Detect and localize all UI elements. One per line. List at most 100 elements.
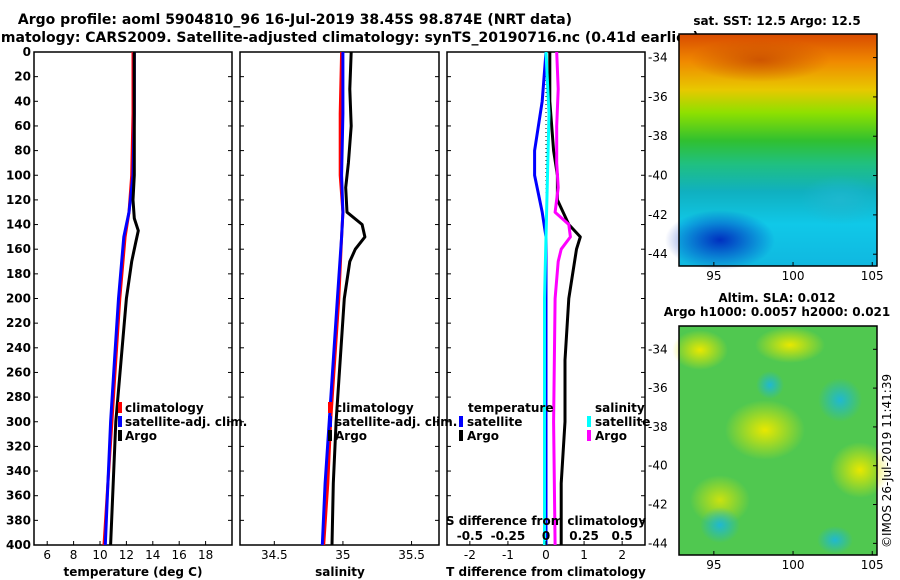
depth-tick-label: 40: [14, 94, 31, 108]
depth-tick-label: 160: [6, 242, 31, 256]
map-y-tick-label: -44: [648, 536, 668, 550]
sla-map-title-2: Argo h1000: 0.0057 h2000: 0.021: [664, 305, 891, 319]
depth-tick-label: 380: [6, 513, 31, 527]
legend-swatch-argo: [118, 430, 122, 441]
depth-tick-label: 120: [6, 193, 31, 207]
s-diff-tick-label: 0.25: [569, 529, 599, 543]
sla-low-patch: [818, 378, 862, 422]
legend-swatch-satellite: [328, 416, 332, 427]
map-y-tick-label: -36: [648, 90, 668, 104]
title-line-1: Argo profile: aoml 5904810_96 16-Jul-201…: [18, 12, 572, 28]
map-y-tick-label: -44: [648, 247, 668, 261]
x-tick-label: 10: [92, 548, 107, 562]
x-tick-label: 16: [172, 548, 187, 562]
x-tick-label: 6: [43, 548, 51, 562]
depth-tick-label: 60: [14, 119, 31, 133]
depth-tick-label: 340: [6, 464, 31, 478]
s-diff-tick-label: 0: [542, 529, 550, 543]
difference-plot: [533, 52, 582, 545]
map-x-tick-label: 100: [782, 558, 805, 572]
series-line-satellite-adj-clim-: [103, 52, 136, 545]
series-line-s-argo: [552, 52, 572, 545]
sla-map: [672, 325, 890, 556]
x-tick-label: -1: [502, 548, 514, 562]
map-x-tick-label: 95: [706, 269, 721, 283]
title-line-2: Climatology: CARS2009. Satellite-adjuste…: [0, 30, 699, 46]
map-x-tick-label: 95: [706, 558, 721, 572]
x-tick-label: 35.5: [398, 548, 425, 562]
legend-swatch-s-argo: [587, 430, 591, 441]
depth-tick-label: 400: [6, 538, 31, 552]
depth-tick-label: 140: [6, 218, 31, 232]
depth-axis: 0 20 40 60 80 100 120 140 160 180 200 220 240 260 280 3…: [6, 45, 31, 552]
legend-swatch-argo: [328, 430, 332, 441]
depth-tick-label: 300: [6, 415, 31, 429]
legend-title-temperature: temperature: [468, 401, 553, 415]
legend-label-climatology: climatology: [335, 401, 414, 415]
depth-tick-label: 220: [6, 316, 31, 330]
legend-swatch-climatology: [118, 402, 122, 413]
legend-label-satellite: satellite-adj. clim.: [335, 415, 457, 429]
x-tick-label: 14: [145, 548, 160, 562]
x-tick-label: 35: [335, 548, 350, 562]
sla-high-patch: [690, 475, 750, 525]
salinity-legend: climatology satellite-adj. clim. Argo: [328, 401, 457, 443]
legend-label-s-argo: Argo: [595, 429, 627, 443]
legend-label-t-argo: Argo: [467, 429, 499, 443]
difference-legend-salinity: salinity satellite Argo: [587, 401, 650, 443]
temperature-xlabel: temperature (deg C): [64, 565, 203, 579]
difference-xlabel-top: S difference from climatology: [446, 514, 646, 528]
legend-swatch-satellite: [118, 416, 122, 427]
series-line-s-satellite: [543, 52, 551, 545]
series-line-satellite-adj-clim-: [320, 52, 345, 545]
x-tick-label: 34.5: [261, 548, 288, 562]
legend-label-argo: Argo: [335, 429, 367, 443]
s-diff-tick-label: 0.5: [612, 529, 633, 543]
x-tick-label: 0: [542, 548, 550, 562]
sla-low-patch: [817, 526, 853, 554]
depth-tick-label: 20: [14, 70, 31, 84]
sst-warm-patch: [690, 38, 830, 82]
s-diff-tick-label: -0.5: [457, 529, 483, 543]
depth-tick-label: 200: [6, 292, 31, 306]
sst-map: [665, 33, 880, 270]
sla-map-title-1: Altim. SLA: 0.012: [718, 291, 835, 305]
x-tick-label: 18: [198, 548, 213, 562]
depth-tick-label: 0: [23, 45, 31, 59]
sla-high-patch: [830, 442, 890, 498]
map-y-tick-label: -38: [648, 129, 668, 143]
x-tick-label: 8: [70, 548, 78, 562]
salinity-xlabel: salinity: [315, 565, 365, 579]
sla-low-patch: [700, 507, 740, 543]
series-line-argo: [109, 52, 140, 545]
map-x-tick-label: 105: [861, 558, 884, 572]
depth-tick-label: 360: [6, 489, 31, 503]
salinity-plot: [320, 52, 367, 545]
x-tick-label: 2: [618, 548, 626, 562]
sst-cold-patch: [665, 210, 775, 270]
sst-map-title: sat. SST: 12.5 Argo: 12.5: [693, 14, 860, 28]
x-tick-label: 12: [119, 548, 134, 562]
sla-map-frame: [678, 325, 878, 556]
legend-label-argo: Argo: [125, 429, 157, 443]
legend-title-salinity: salinity: [595, 401, 645, 415]
sst-cool-patch: [800, 175, 880, 225]
sla-high-patch: [725, 400, 805, 460]
sst-map-frame: [678, 33, 878, 267]
temperature-plot: [102, 52, 140, 545]
series-line-t-argo: [548, 52, 582, 545]
legend-swatch-t-satellite: [459, 416, 463, 427]
depth-tick-label: 280: [6, 390, 31, 404]
map-y-tick-label: -40: [648, 169, 668, 183]
map-y-tick-label: -42: [648, 208, 668, 222]
legend-label-climatology: climatology: [125, 401, 204, 415]
map-y-tick-label: -38: [648, 420, 668, 434]
legend-swatch-climatology: [328, 402, 332, 413]
s-diff-tick-label: -0.25: [491, 529, 526, 543]
depth-tick-label: 100: [6, 168, 31, 182]
difference-legend-temperature: temperature satellite Argo: [459, 401, 553, 443]
map-y-tick-label: -42: [648, 498, 668, 512]
difference-xlabel: T difference from climatology: [446, 565, 646, 579]
depth-tick-label: 80: [14, 144, 31, 158]
